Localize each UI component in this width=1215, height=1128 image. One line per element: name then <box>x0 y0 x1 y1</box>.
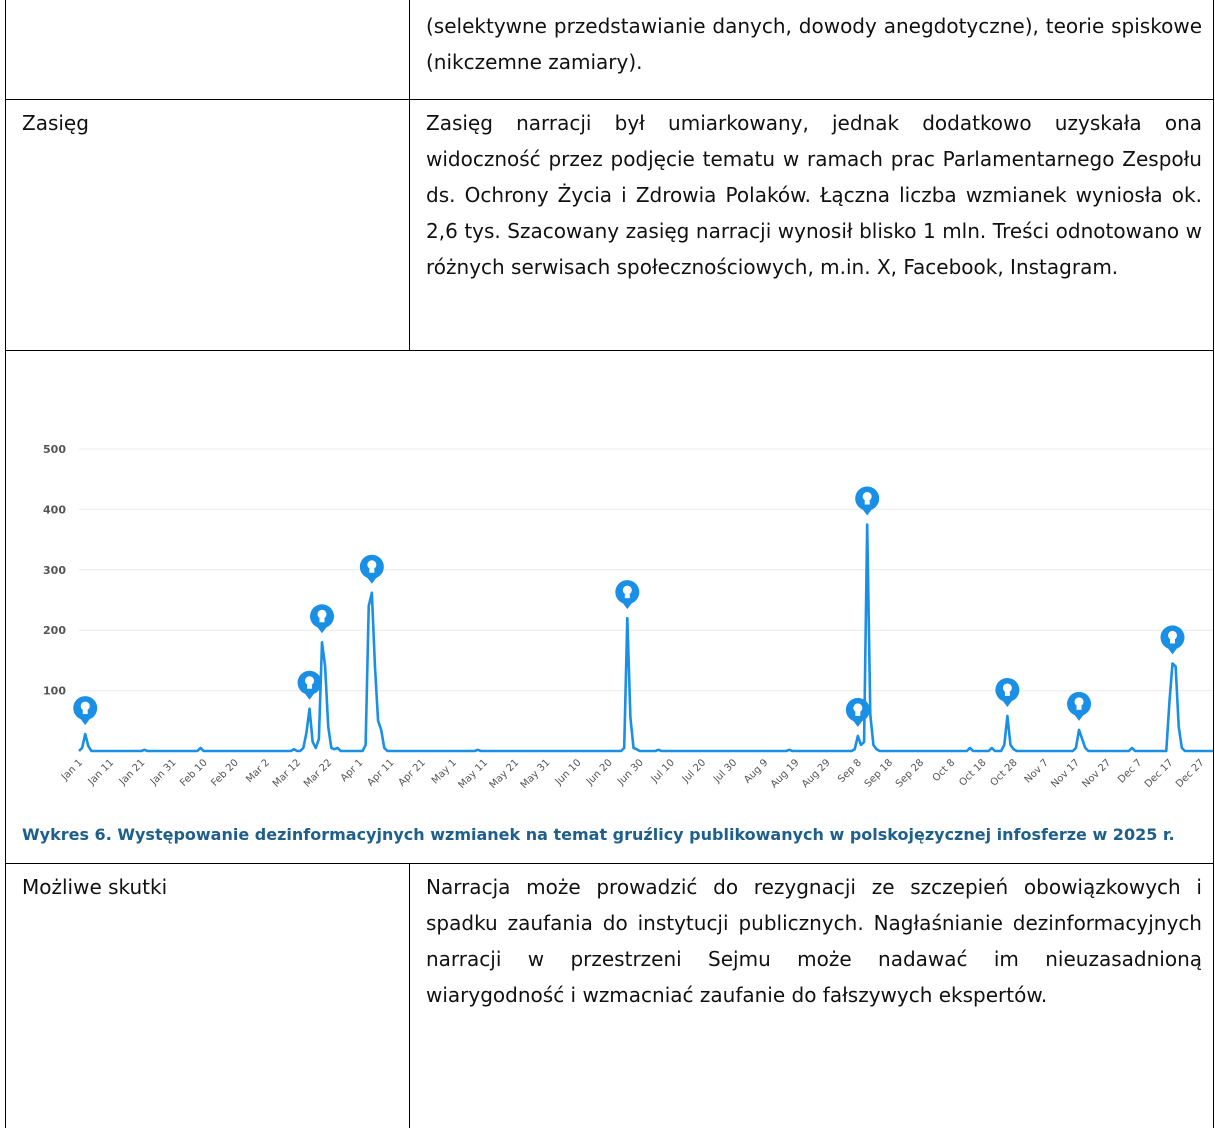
x-tick-label: Jun 20 <box>584 757 615 788</box>
x-tick-label: Apr 11 <box>365 757 396 788</box>
pin-bulb <box>1074 697 1084 707</box>
x-tick-label: Jun 30 <box>615 757 646 788</box>
x-tick-label: Dec 27 <box>1174 757 1207 790</box>
event-pin <box>359 554 384 584</box>
x-tick-label: Oct 18 <box>957 757 988 788</box>
x-tick-label: Feb 10 <box>178 757 210 789</box>
cell-label: Możliwe skutki <box>22 875 168 899</box>
x-tick-label: Jun 10 <box>553 757 584 788</box>
event-pin <box>1160 625 1185 655</box>
x-tick-label: Jul 10 <box>649 757 677 785</box>
event-pin <box>855 486 880 516</box>
pin-bulb-base <box>1170 639 1175 644</box>
row-border <box>5 350 1214 351</box>
pin-bulb-base <box>307 684 313 689</box>
pin-bulb-base <box>319 618 325 623</box>
x-tick-label: Nov 27 <box>1080 757 1113 790</box>
x-tick-label: Mar 12 <box>271 757 303 789</box>
x-tick-label: Jan 21 <box>117 757 148 788</box>
event-pin <box>73 696 98 726</box>
x-tick-label: Mar 2 <box>244 757 272 785</box>
pin-bulb <box>305 676 315 686</box>
x-tick-label: May 11 <box>456 757 490 791</box>
pin-bulb-base <box>855 711 861 716</box>
pin-bulb-base <box>864 500 870 505</box>
pin-bulb <box>853 703 863 713</box>
x-tick-label: Aug 29 <box>800 757 833 790</box>
row-border <box>5 99 1214 100</box>
pin-bulb-base <box>1004 691 1010 696</box>
figure-caption: Wykres 6. Występowanie dezinformacyjnych… <box>22 825 1175 844</box>
x-tick-label: Nov 7 <box>1023 757 1051 785</box>
event-pin <box>297 670 322 700</box>
x-tick-label: Feb 20 <box>209 757 241 789</box>
event-pin <box>310 604 334 634</box>
pin-bulb <box>622 585 632 595</box>
x-tick-label: Jul 30 <box>711 757 739 785</box>
x-tick-label: Sep 18 <box>863 757 895 789</box>
column-border <box>409 863 410 1128</box>
x-tick-label: Dec 7 <box>1116 757 1144 785</box>
pin-bulb <box>862 492 872 501</box>
pin-bulb <box>317 609 327 619</box>
x-tick-label: Aug 9 <box>742 757 770 785</box>
y-tick-label: 500 <box>43 443 66 456</box>
x-tick-label: Aug 19 <box>769 757 802 790</box>
x-tick-label: Sep 8 <box>836 757 864 785</box>
x-tick-label: Apr 1 <box>339 757 366 784</box>
table-border <box>5 0 6 1128</box>
pin-bulb-base <box>82 710 88 715</box>
x-tick-label: May 31 <box>519 757 553 791</box>
data-line <box>78 523 1213 753</box>
x-tick-label: Jul 20 <box>680 757 708 785</box>
pin-bulb <box>1002 683 1012 693</box>
x-tick-label: Nov 17 <box>1049 757 1082 790</box>
table-border <box>1213 0 1214 1128</box>
x-tick-label: Jan 11 <box>86 757 117 788</box>
pin-bulb <box>367 560 377 570</box>
event-pin <box>995 677 1020 707</box>
cell-text: Zasięg narracji był umiarkowany, jednak … <box>426 111 1202 279</box>
event-pin <box>1067 691 1092 721</box>
pin-bulb <box>80 701 90 711</box>
x-tick-label: Apr 21 <box>397 757 428 788</box>
x-tick-label: Dec 17 <box>1143 757 1176 790</box>
x-tick-label: Mar 22 <box>302 757 334 789</box>
x-tick-label: Jan 31 <box>148 757 179 788</box>
y-tick-label: 300 <box>43 564 66 577</box>
x-tick-label: May 1 <box>430 757 459 786</box>
event-pin <box>845 697 870 727</box>
x-tick-label: May 21 <box>488 757 522 791</box>
pin-bulb-base <box>1076 705 1082 710</box>
column-border <box>409 0 410 350</box>
x-tick-label: Oct 8 <box>931 757 958 784</box>
pin-bulb <box>1168 630 1177 640</box>
y-tick-label: 400 <box>43 503 66 516</box>
x-tick-label: Sep 28 <box>894 757 926 789</box>
x-tick-label: Jan 1 <box>59 757 85 783</box>
y-tick-label: 100 <box>43 685 66 698</box>
row-border <box>5 863 1214 864</box>
pin-bulb-base <box>369 568 375 573</box>
cell-text: (selektywne przedstawianie danych, dowod… <box>426 14 1202 74</box>
y-tick-label: 200 <box>43 624 66 637</box>
x-tick-label: Oct 28 <box>988 757 1019 788</box>
cell-text: Narracja może prowadzić do rezygnacji ze… <box>426 875 1202 1007</box>
pin-bulb-base <box>624 594 630 599</box>
event-pin <box>615 580 640 610</box>
cell-label: Zasięg <box>22 111 89 135</box>
